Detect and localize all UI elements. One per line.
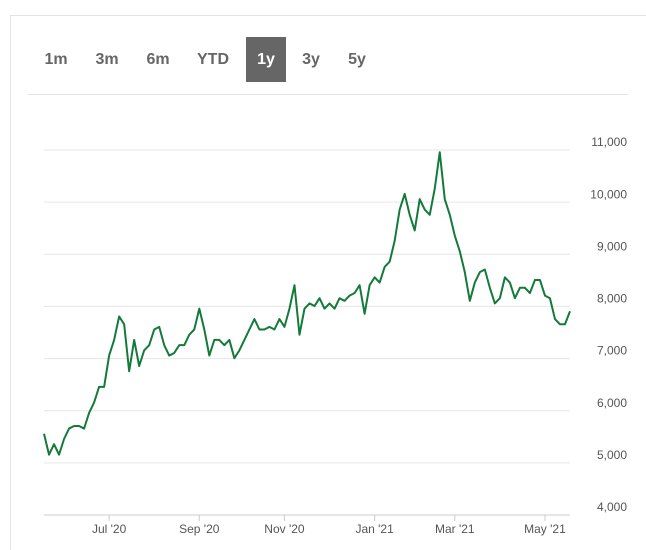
x-tick-label: Jul '20	[92, 522, 127, 536]
y-tick-label: 5,000	[597, 448, 627, 462]
y-tick-label: 11,000	[591, 135, 627, 149]
y-tick-label: 7,000	[597, 344, 627, 358]
price-line	[43, 151, 571, 456]
y-tick-label: 10,000	[590, 187, 627, 201]
range-button[interactable]: 3m	[95, 51, 118, 68]
range-button-bg[interactable]	[246, 37, 286, 82]
y-tick-label: 6,000	[597, 396, 627, 410]
x-tick-label: Jan '21	[355, 522, 394, 536]
range-button[interactable]: 1m	[44, 51, 67, 68]
range-button[interactable]: YTD	[197, 51, 229, 68]
y-tick-label: 8,000	[597, 292, 627, 306]
range-button[interactable]: 5y	[348, 51, 366, 68]
x-tick-label: Mar '21	[435, 522, 475, 536]
y-tick-label: 9,000	[597, 239, 627, 253]
x-tick-label: Sep '20	[179, 522, 220, 536]
y-tick-label: 4,000	[597, 500, 627, 514]
x-tick-label: May '21	[524, 522, 566, 536]
card	[10, 15, 646, 550]
range-button[interactable]: 1y	[257, 51, 275, 68]
range-button[interactable]: 3y	[302, 51, 320, 68]
range-button[interactable]: 6m	[146, 51, 169, 68]
x-tick-label: Nov '20	[264, 522, 305, 536]
